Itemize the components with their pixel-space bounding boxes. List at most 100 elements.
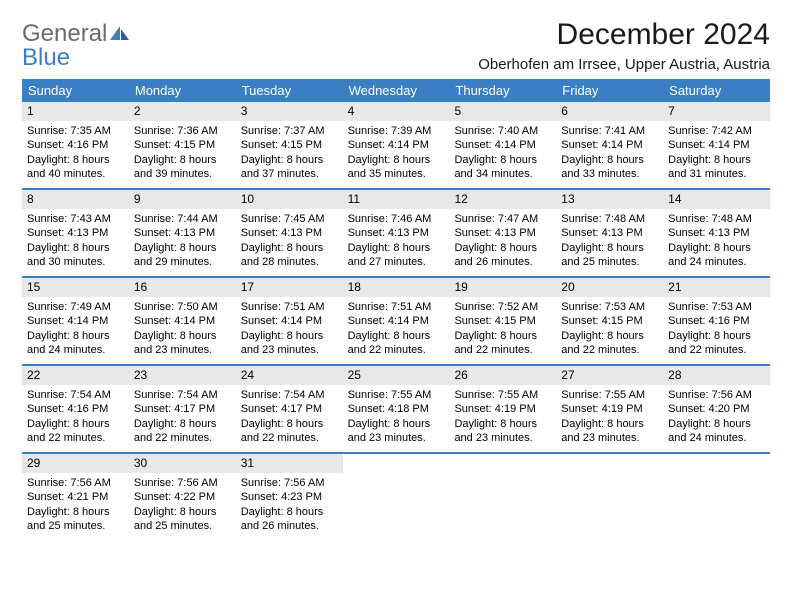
day-daylight1: Daylight: 8 hours bbox=[668, 417, 765, 431]
day-sunset: Sunset: 4:17 PM bbox=[241, 402, 338, 416]
day-details: Sunrise: 7:35 AMSunset: 4:16 PMDaylight:… bbox=[22, 121, 129, 183]
calendar-day: 25Sunrise: 7:55 AMSunset: 4:18 PMDayligh… bbox=[343, 366, 450, 452]
day-details: Sunrise: 7:54 AMSunset: 4:16 PMDaylight:… bbox=[22, 385, 129, 447]
day-sunrise: Sunrise: 7:41 AM bbox=[561, 124, 658, 138]
day-sunrise: Sunrise: 7:56 AM bbox=[668, 388, 765, 402]
calendar-day: 18Sunrise: 7:51 AMSunset: 4:14 PMDayligh… bbox=[343, 278, 450, 364]
calendar-day: 14Sunrise: 7:48 AMSunset: 4:13 PMDayligh… bbox=[663, 190, 770, 276]
day-sunset: Sunset: 4:20 PM bbox=[668, 402, 765, 416]
day-details: Sunrise: 7:45 AMSunset: 4:13 PMDaylight:… bbox=[236, 209, 343, 271]
day-details: Sunrise: 7:44 AMSunset: 4:13 PMDaylight:… bbox=[129, 209, 236, 271]
day-daylight2: and 24 minutes. bbox=[27, 343, 124, 357]
day-sunrise: Sunrise: 7:50 AM bbox=[134, 300, 231, 314]
day-sunset: Sunset: 4:13 PM bbox=[27, 226, 124, 240]
day-sunset: Sunset: 4:13 PM bbox=[454, 226, 551, 240]
calendar-day: 9Sunrise: 7:44 AMSunset: 4:13 PMDaylight… bbox=[129, 190, 236, 276]
day-sunrise: Sunrise: 7:49 AM bbox=[27, 300, 124, 314]
day-sunset: Sunset: 4:14 PM bbox=[27, 314, 124, 328]
day-sunset: Sunset: 4:14 PM bbox=[454, 138, 551, 152]
day-sunset: Sunset: 4:16 PM bbox=[27, 138, 124, 152]
calendar-day: 4Sunrise: 7:39 AMSunset: 4:14 PMDaylight… bbox=[343, 102, 450, 188]
weekday-header: Friday bbox=[556, 79, 663, 102]
day-number: 31 bbox=[236, 454, 343, 473]
day-daylight2: and 23 minutes. bbox=[134, 343, 231, 357]
day-number: 29 bbox=[22, 454, 129, 473]
logo-sail-icon bbox=[109, 25, 131, 46]
day-daylight2: and 22 minutes. bbox=[348, 343, 445, 357]
day-details: Sunrise: 7:51 AMSunset: 4:14 PMDaylight:… bbox=[343, 297, 450, 359]
calendar-week: 29Sunrise: 7:56 AMSunset: 4:21 PMDayligh… bbox=[22, 454, 770, 540]
calendar-day: 27Sunrise: 7:55 AMSunset: 4:19 PMDayligh… bbox=[556, 366, 663, 452]
calendar-week: 8Sunrise: 7:43 AMSunset: 4:13 PMDaylight… bbox=[22, 190, 770, 278]
day-sunset: Sunset: 4:14 PM bbox=[561, 138, 658, 152]
calendar-day: 5Sunrise: 7:40 AMSunset: 4:14 PMDaylight… bbox=[449, 102, 556, 188]
day-sunset: Sunset: 4:13 PM bbox=[134, 226, 231, 240]
day-daylight2: and 22 minutes. bbox=[134, 431, 231, 445]
day-daylight2: and 31 minutes. bbox=[668, 167, 765, 181]
day-daylight2: and 37 minutes. bbox=[241, 167, 338, 181]
day-daylight2: and 34 minutes. bbox=[454, 167, 551, 181]
calendar-day: 8Sunrise: 7:43 AMSunset: 4:13 PMDaylight… bbox=[22, 190, 129, 276]
day-daylight2: and 24 minutes. bbox=[668, 431, 765, 445]
day-details: Sunrise: 7:37 AMSunset: 4:15 PMDaylight:… bbox=[236, 121, 343, 183]
calendar-day: 15Sunrise: 7:49 AMSunset: 4:14 PMDayligh… bbox=[22, 278, 129, 364]
day-number: 20 bbox=[556, 278, 663, 297]
day-daylight2: and 23 minutes. bbox=[561, 431, 658, 445]
day-number: 1 bbox=[22, 102, 129, 121]
day-sunset: Sunset: 4:14 PM bbox=[348, 138, 445, 152]
day-daylight1: Daylight: 8 hours bbox=[348, 153, 445, 167]
calendar-day: 23Sunrise: 7:54 AMSunset: 4:17 PMDayligh… bbox=[129, 366, 236, 452]
title-block: December 2024 Oberhofen am Irrsee, Upper… bbox=[478, 18, 770, 73]
day-daylight1: Daylight: 8 hours bbox=[27, 417, 124, 431]
day-daylight1: Daylight: 8 hours bbox=[134, 505, 231, 519]
day-number: 27 bbox=[556, 366, 663, 385]
day-number: 9 bbox=[129, 190, 236, 209]
day-details: Sunrise: 7:43 AMSunset: 4:13 PMDaylight:… bbox=[22, 209, 129, 271]
day-daylight1: Daylight: 8 hours bbox=[134, 329, 231, 343]
day-daylight1: Daylight: 8 hours bbox=[561, 153, 658, 167]
day-daylight2: and 25 minutes. bbox=[134, 519, 231, 533]
day-sunset: Sunset: 4:17 PM bbox=[134, 402, 231, 416]
day-sunset: Sunset: 4:21 PM bbox=[27, 490, 124, 504]
day-details: Sunrise: 7:56 AMSunset: 4:20 PMDaylight:… bbox=[663, 385, 770, 447]
day-number: 25 bbox=[343, 366, 450, 385]
day-details: Sunrise: 7:47 AMSunset: 4:13 PMDaylight:… bbox=[449, 209, 556, 271]
day-sunrise: Sunrise: 7:37 AM bbox=[241, 124, 338, 138]
day-sunrise: Sunrise: 7:56 AM bbox=[241, 476, 338, 490]
day-daylight2: and 22 minutes. bbox=[241, 431, 338, 445]
day-sunrise: Sunrise: 7:40 AM bbox=[454, 124, 551, 138]
day-daylight1: Daylight: 8 hours bbox=[241, 417, 338, 431]
day-number: 13 bbox=[556, 190, 663, 209]
page-title: December 2024 bbox=[478, 18, 770, 52]
day-details: Sunrise: 7:55 AMSunset: 4:18 PMDaylight:… bbox=[343, 385, 450, 447]
calendar-day: 16Sunrise: 7:50 AMSunset: 4:14 PMDayligh… bbox=[129, 278, 236, 364]
day-daylight2: and 22 minutes. bbox=[668, 343, 765, 357]
day-sunset: Sunset: 4:16 PM bbox=[27, 402, 124, 416]
day-daylight2: and 33 minutes. bbox=[561, 167, 658, 181]
calendar-day: 2Sunrise: 7:36 AMSunset: 4:15 PMDaylight… bbox=[129, 102, 236, 188]
day-sunrise: Sunrise: 7:51 AM bbox=[241, 300, 338, 314]
day-sunrise: Sunrise: 7:54 AM bbox=[134, 388, 231, 402]
day-number: 15 bbox=[22, 278, 129, 297]
day-number: 10 bbox=[236, 190, 343, 209]
day-sunrise: Sunrise: 7:42 AM bbox=[668, 124, 765, 138]
day-sunrise: Sunrise: 7:53 AM bbox=[561, 300, 658, 314]
day-daylight1: Daylight: 8 hours bbox=[561, 417, 658, 431]
day-sunset: Sunset: 4:14 PM bbox=[348, 314, 445, 328]
day-daylight2: and 25 minutes. bbox=[27, 519, 124, 533]
calendar-week: 1Sunrise: 7:35 AMSunset: 4:16 PMDaylight… bbox=[22, 102, 770, 190]
day-number: 24 bbox=[236, 366, 343, 385]
day-number: 11 bbox=[343, 190, 450, 209]
weekday-header: Tuesday bbox=[236, 79, 343, 102]
day-sunrise: Sunrise: 7:48 AM bbox=[668, 212, 765, 226]
day-details: Sunrise: 7:51 AMSunset: 4:14 PMDaylight:… bbox=[236, 297, 343, 359]
day-details: Sunrise: 7:56 AMSunset: 4:23 PMDaylight:… bbox=[236, 473, 343, 535]
day-sunset: Sunset: 4:22 PM bbox=[134, 490, 231, 504]
calendar-day: 22Sunrise: 7:54 AMSunset: 4:16 PMDayligh… bbox=[22, 366, 129, 452]
day-details: Sunrise: 7:39 AMSunset: 4:14 PMDaylight:… bbox=[343, 121, 450, 183]
day-details: Sunrise: 7:56 AMSunset: 4:21 PMDaylight:… bbox=[22, 473, 129, 535]
day-details: Sunrise: 7:55 AMSunset: 4:19 PMDaylight:… bbox=[556, 385, 663, 447]
day-sunrise: Sunrise: 7:56 AM bbox=[134, 476, 231, 490]
calendar-day: 6Sunrise: 7:41 AMSunset: 4:14 PMDaylight… bbox=[556, 102, 663, 188]
day-daylight1: Daylight: 8 hours bbox=[454, 153, 551, 167]
